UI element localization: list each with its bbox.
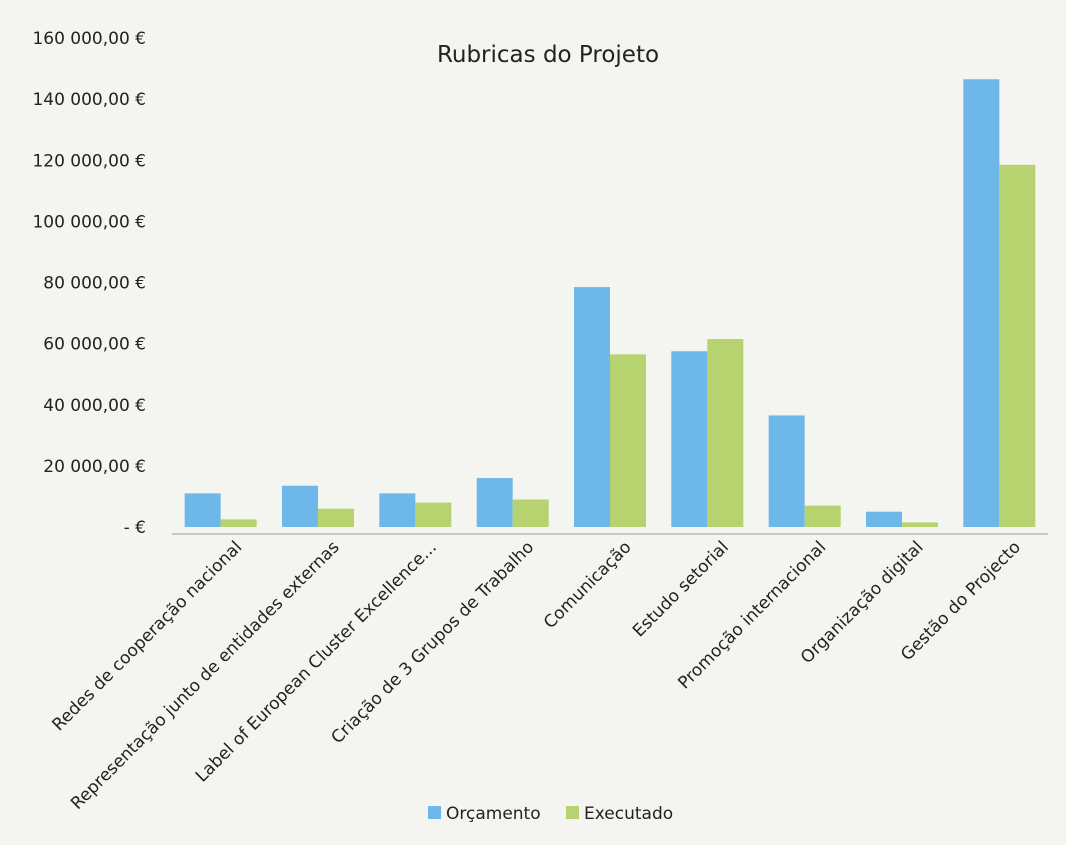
bar-executado bbox=[610, 354, 646, 527]
bar-executado bbox=[999, 164, 1036, 527]
y-tick-label: 40 000,00 € bbox=[43, 396, 146, 416]
y-tick-label: 140 000,00 € bbox=[32, 90, 146, 110]
y-tick-label: - € bbox=[124, 518, 146, 538]
y-tick-label: 80 000,00 € bbox=[43, 274, 146, 294]
legend-swatch-executado bbox=[566, 806, 579, 819]
x-tick-label: Estudo setorial bbox=[629, 537, 733, 641]
bar-orcamento bbox=[379, 493, 416, 527]
bar-executado bbox=[902, 522, 938, 527]
bar-executado bbox=[318, 508, 354, 527]
bar-orcamento bbox=[184, 493, 221, 527]
bar-orcamento bbox=[476, 478, 513, 527]
y-tick-label: 20 000,00 € bbox=[43, 457, 146, 477]
chart-title: Rubricas do Projeto bbox=[437, 42, 659, 68]
x-axis: Redes de cooperação nacionalRepresentaçã… bbox=[48, 537, 1024, 814]
bar-orcamento bbox=[282, 485, 318, 527]
legend-swatch-orcamento bbox=[428, 806, 441, 819]
y-tick-label: 60 000,00 € bbox=[43, 335, 146, 355]
legend-label-executado: Executado bbox=[584, 804, 673, 824]
bar-executado bbox=[220, 519, 257, 527]
y-tick-label: 100 000,00 € bbox=[32, 212, 146, 232]
bar-orcamento bbox=[768, 415, 805, 527]
bar-executado bbox=[707, 339, 744, 527]
bar-executado bbox=[512, 499, 549, 527]
bar-orcamento bbox=[671, 351, 708, 527]
bar-orcamento bbox=[574, 287, 610, 527]
y-axis: - € 20 000,00 € 40 000,00 € 60 000,00 € 80 0… bbox=[32, 29, 146, 538]
legend-label-orcamento: Orçamento bbox=[446, 804, 541, 824]
bars-group bbox=[184, 79, 1036, 528]
bar-executado bbox=[415, 502, 452, 527]
bar-executado bbox=[804, 505, 841, 527]
y-tick-label: 120 000,00 € bbox=[32, 151, 146, 171]
bar-orcamento bbox=[866, 511, 902, 527]
x-tick-label: Comunicação bbox=[540, 537, 635, 632]
y-tick-label: 160 000,00 € bbox=[32, 29, 146, 49]
legend: Orçamento Executado bbox=[428, 804, 673, 824]
x-tick-label: Redes de cooperação nacional bbox=[48, 537, 246, 735]
x-tick-label: Criação de 3 Grupos de Trabalho bbox=[328, 537, 539, 748]
bar-orcamento bbox=[963, 79, 1000, 528]
